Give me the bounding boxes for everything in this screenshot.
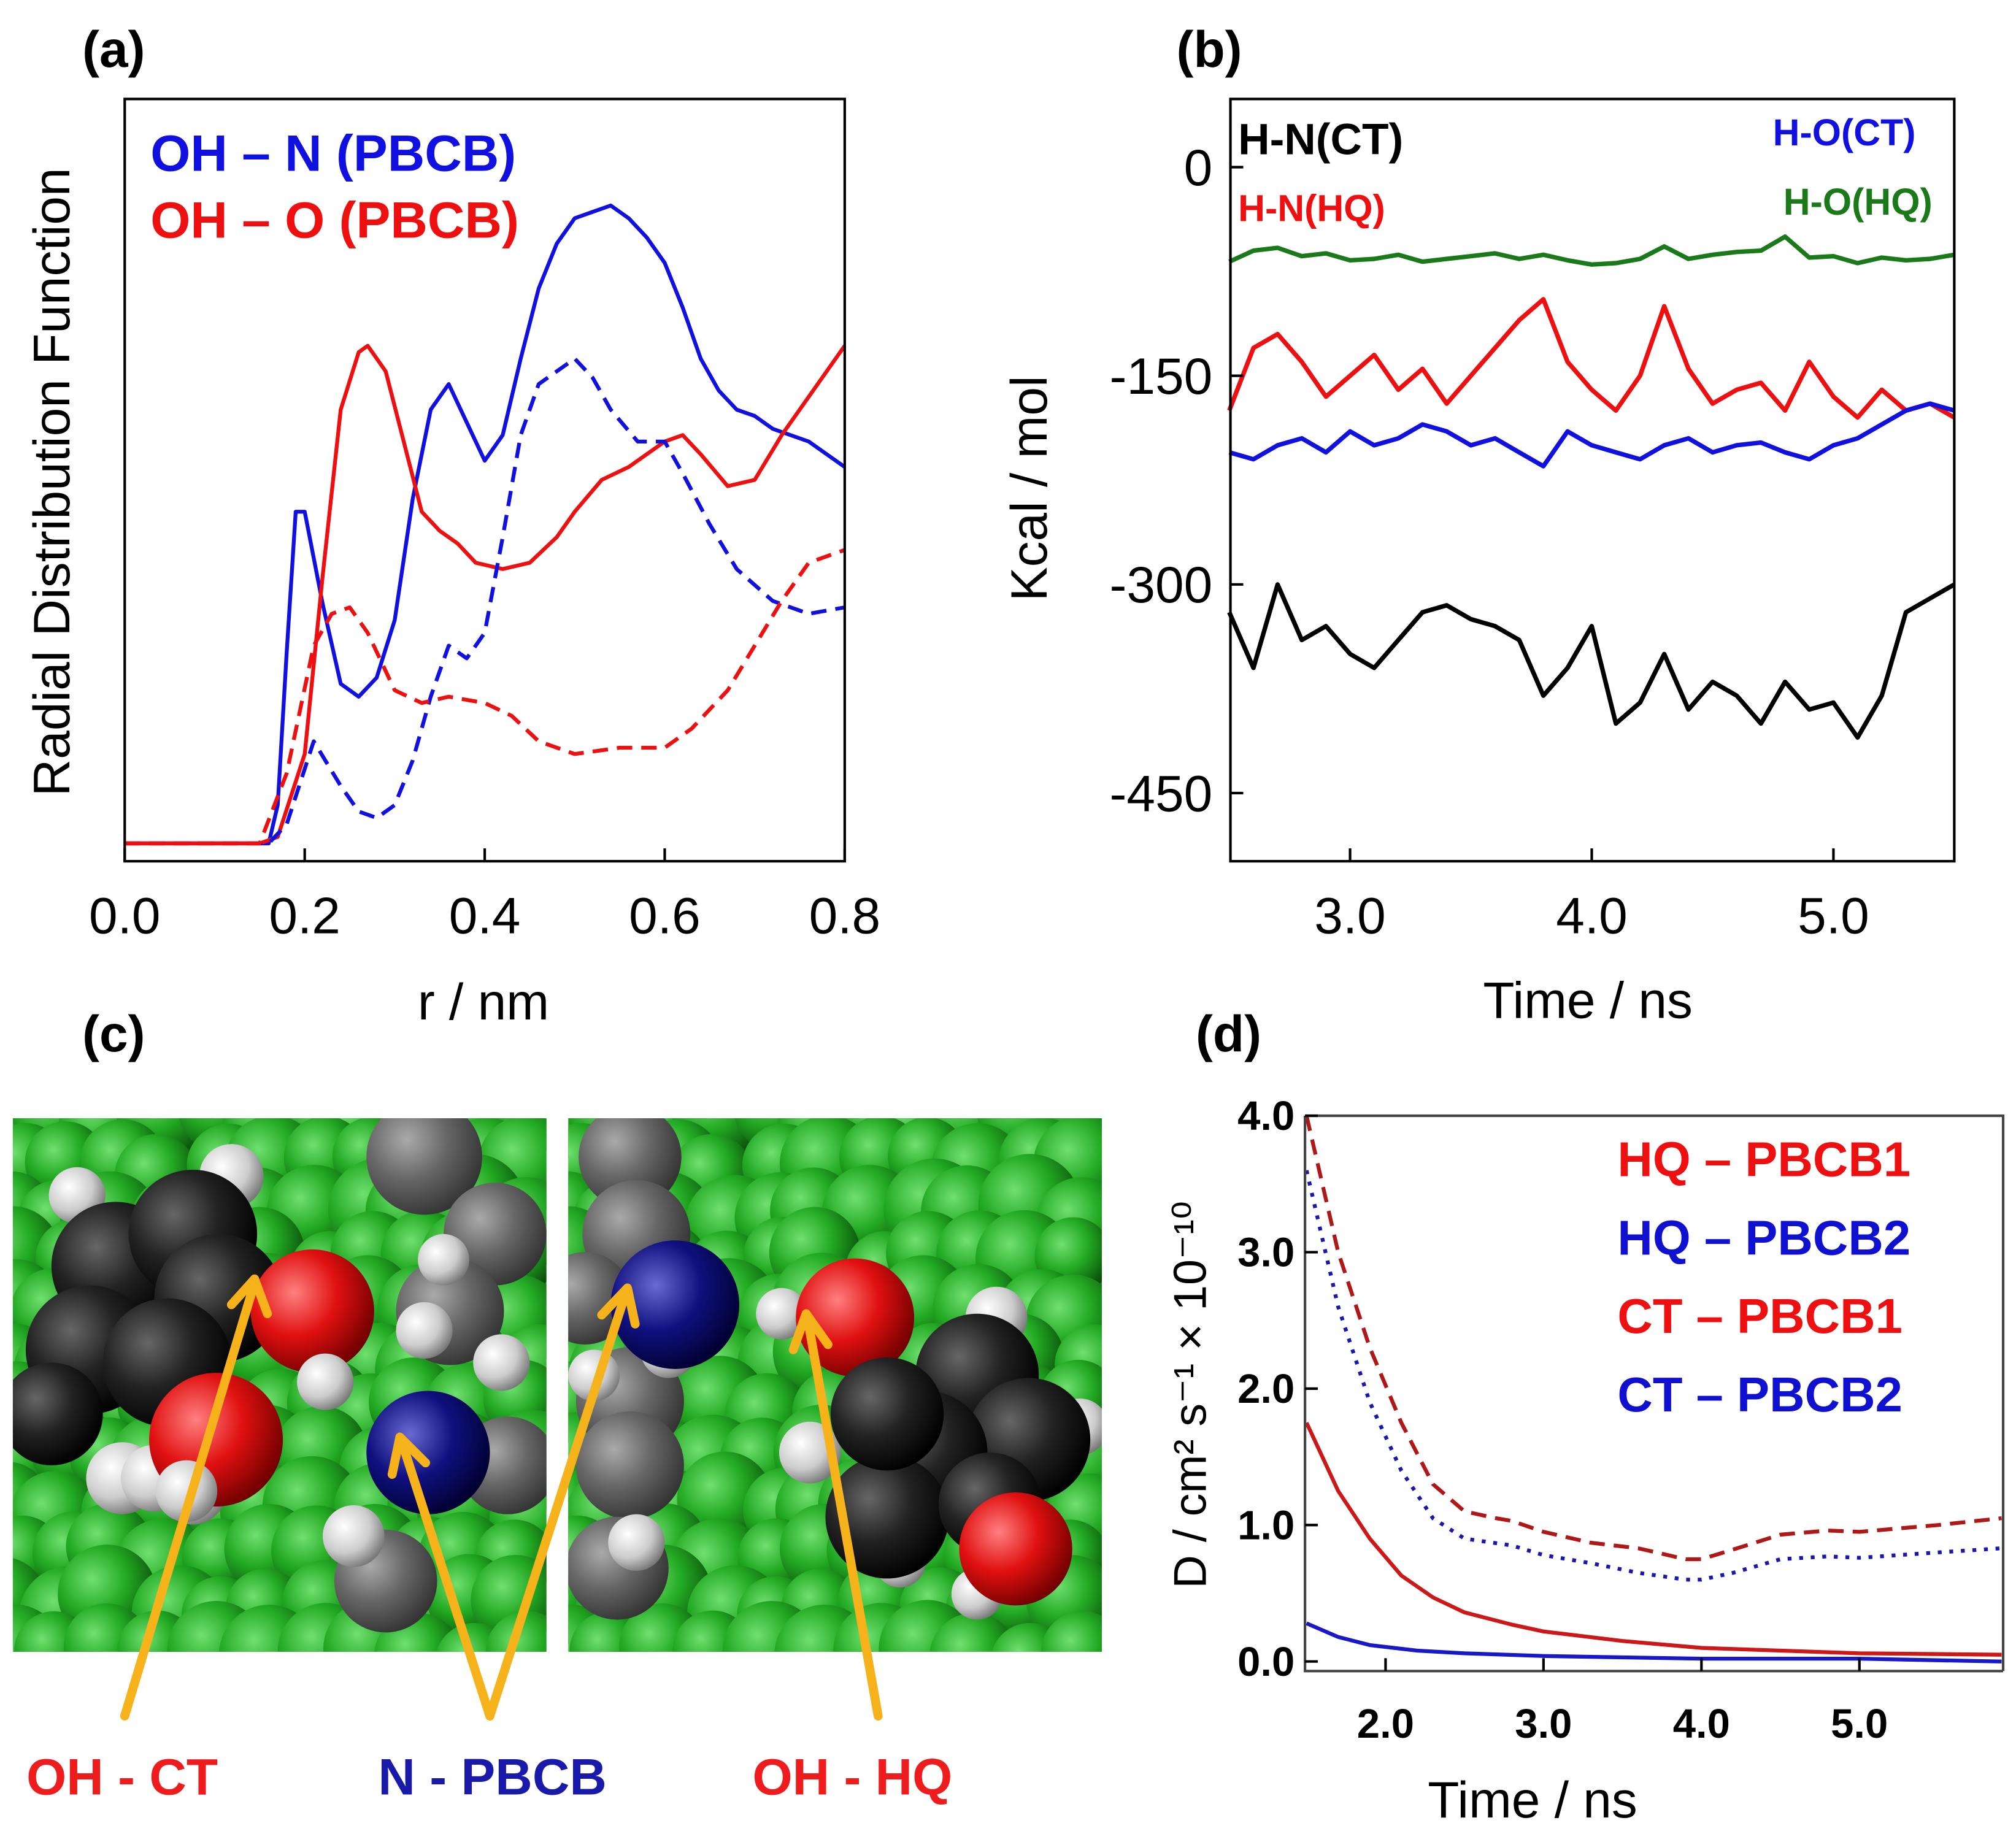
series-line-d-2 [1304, 1422, 2002, 1657]
panel-label-d: (d) [1196, 1005, 1261, 1062]
chart-b-legend-hn-ct: H-N(CT) [1238, 115, 1403, 164]
chlorine-atom [929, 1613, 1018, 1652]
chart-d-xlabel: Time / ns [1428, 1771, 1637, 1829]
chart-b-ylabel: Kcal / mol [1000, 375, 1058, 601]
arrow-oh-hq [788, 1309, 883, 1721]
series-line-b-3 [1227, 582, 1956, 740]
oxygen-atom [959, 1492, 1072, 1606]
chart-b-legend-ho-ct: H-O(CT) [1773, 112, 1916, 153]
series-line-a-2 [125, 356, 845, 846]
chart-b-legend-ho-hq: H-O(HQ) [1783, 181, 1933, 223]
series-line-a-1 [125, 343, 847, 846]
chart-b: 3.0 4.0 5.0 0 -150 -300 -450 H-N(CT) H-N(HQ) H… [1000, 98, 1956, 1029]
hydrogen-atom [756, 1287, 808, 1340]
hydrogen-atom [323, 1505, 385, 1567]
x-tick-label: 0.2 [269, 886, 340, 944]
x-tick-label: 0.0 [89, 886, 161, 944]
series-line-b-0 [1228, 234, 1955, 267]
nitrogen-atom [610, 1240, 740, 1369]
series-line-d-0 [1304, 1115, 2002, 1562]
carbon-atom [12, 1362, 103, 1465]
chart-d-legend-0: HQ – PBCB1 [1617, 1132, 1910, 1186]
chart-d-legend-2: CT – PBCB1 [1617, 1289, 1903, 1343]
arrow-n-pbcb-right [485, 1283, 640, 1721]
y-tick-label: 4.0 [1237, 1093, 1295, 1139]
x-tick-label: 0.4 [449, 886, 521, 944]
series-line-a-0 [125, 203, 846, 846]
panel-label-b: (b) [1177, 20, 1242, 78]
x-tick-label: 4.0 [1556, 886, 1628, 944]
chart-d: 2.0 3.0 4.0 5.0 0.0 1.0 2.0 3.0 4.0 HQ – PBCB1 H… [1164, 1093, 2005, 1829]
label-oh-ct: OH - CT [26, 1748, 218, 1805]
x-tick-label: 3.0 [1314, 886, 1386, 944]
snapshot-right [568, 1118, 1102, 1652]
series-line-d-1 [1304, 1170, 2002, 1582]
hydrogen-atom [473, 1334, 530, 1391]
carbon-atom-grey [575, 1411, 684, 1520]
arrow-oh-ct [120, 1274, 272, 1721]
snapshot-left [12, 1118, 547, 1652]
chart-a-legend-1: OH – O (PBCB) [150, 191, 519, 249]
series-line-d-3 [1306, 1621, 2002, 1664]
hydrogen-atom [396, 1302, 453, 1359]
chart-d-legend-3: CT – PBCB2 [1617, 1367, 1903, 1422]
hydrogen-atom [418, 1234, 469, 1286]
annotation-arrows [120, 1274, 883, 1721]
x-tick-label: 4.0 [1673, 1701, 1730, 1747]
carbon-atom-grey [366, 1118, 482, 1215]
hydrogen-atom [297, 1353, 354, 1410]
chart-b-xlabel: Time / ns [1483, 972, 1693, 1029]
chart-b-ticks: 3.0 4.0 5.0 0 -150 -300 -450 [1109, 139, 1869, 945]
carbon-atom [830, 1357, 944, 1471]
series-line-b-1 [1227, 297, 1956, 420]
chart-d-series [1304, 1115, 2002, 1664]
chart-b-legend-hn-hq: H-N(HQ) [1238, 187, 1385, 229]
chart-b-series [1227, 234, 1956, 740]
y-tick-label: -450 [1109, 764, 1212, 822]
y-tick-label: 3.0 [1237, 1229, 1295, 1275]
arrow-n-pbcb-left [387, 1432, 494, 1721]
y-tick-label: 0 [1184, 139, 1213, 196]
x-tick-label: 2.0 [1357, 1701, 1414, 1747]
x-tick-label: 5.0 [1831, 1701, 1888, 1747]
chart-a-ylabel: Radial Distribution Function [23, 167, 80, 796]
x-tick-label: 5.0 [1798, 886, 1869, 944]
chart-d-ylabel: D / cm² s⁻¹ × 10⁻¹⁰ [1164, 1201, 1216, 1589]
y-tick-label: 2.0 [1237, 1366, 1295, 1412]
series-line-b-2 [1228, 401, 1955, 469]
y-tick-label: 0.0 [1237, 1639, 1295, 1685]
panel-label-c: (c) [82, 1005, 145, 1062]
y-tick-label: -300 [1109, 556, 1212, 613]
chart-d-ticks: 2.0 3.0 4.0 5.0 0.0 1.0 2.0 3.0 4.0 [1237, 1093, 1888, 1747]
chart-a: 0.0 0.2 0.4 0.6 0.8 OH – N (PBCB) OH – O (PB… [23, 98, 880, 1030]
chart-a-xlabel: r / nm [418, 973, 549, 1030]
chart-a-legend-0: OH – N (PBCB) [150, 125, 516, 182]
chart-a-series [125, 203, 847, 846]
y-tick-label: -150 [1109, 347, 1212, 405]
x-tick-label: 0.6 [629, 886, 701, 944]
chart-a-ticks: 0.0 0.2 0.4 0.6 0.8 [89, 848, 880, 944]
nitrogen-atom [366, 1391, 490, 1514]
chart-d-frame [1304, 1114, 2005, 1673]
label-n-pbcb: N - PBCB [378, 1748, 607, 1805]
y-tick-label: 1.0 [1237, 1502, 1295, 1548]
oxygen-atom [250, 1249, 374, 1373]
carbon-atom [825, 1455, 949, 1579]
hydrogen-atom [608, 1514, 665, 1571]
panel-label-a: (a) [82, 20, 145, 78]
chlorine-atom [1041, 1611, 1102, 1652]
x-tick-label: 0.8 [809, 886, 881, 944]
hydrogen-atom [155, 1460, 218, 1522]
x-tick-label: 3.0 [1515, 1701, 1572, 1747]
chart-d-legend-1: HQ – PBCB2 [1617, 1210, 1910, 1265]
molecular-snapshots: OH - CT N - PBCB OH - HQ [12, 1118, 1102, 1805]
label-oh-hq: OH - HQ [752, 1748, 952, 1805]
series-line-a-3 [125, 548, 845, 846]
